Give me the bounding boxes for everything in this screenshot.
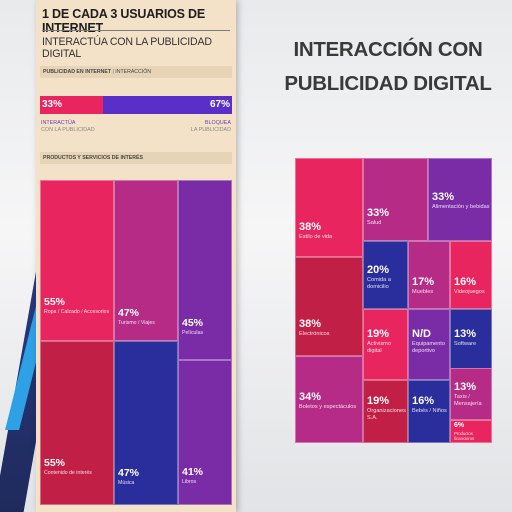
chart-title-line1: INTERACCIÓN CON xyxy=(293,38,483,61)
tile-value: N/D xyxy=(412,328,431,340)
section-header-title: PUBLICIDAD EN INTERNET xyxy=(43,69,112,75)
treemap-tile: 41% Libros xyxy=(178,360,232,505)
treemap-tile: 20% Comida a domicilio xyxy=(363,241,408,309)
tile-value: 45% xyxy=(182,317,204,329)
treemap-tile: 19% Organizaciones S.A. xyxy=(363,380,408,443)
treemap-tile: 34% Boletos y espectáculos xyxy=(295,356,363,443)
tile-label: Turismo / Viajes xyxy=(118,319,155,326)
tile-label: Estilo de vida xyxy=(299,234,333,240)
tile-label: Comida a domicilio xyxy=(367,277,391,290)
tile-value: 38% xyxy=(299,221,322,233)
poster-title: 1 DE CADA 3 USUARIOS DE INTERNET xyxy=(42,7,206,35)
tile-label: Contenido de interés xyxy=(44,469,92,476)
tile-label: Productos financieros xyxy=(454,431,475,442)
tile-label: Salud xyxy=(367,220,382,226)
caption-blocks-line2: LA PUBLICIDAD xyxy=(190,126,231,133)
tile-value: 38% xyxy=(299,318,322,330)
tile-label: Alimentación y bebidas xyxy=(432,204,490,210)
tile-label: Libros xyxy=(182,478,197,485)
section-header-separator: | xyxy=(111,69,116,75)
section-header-products-title: PRODUCTOS Y SERVICIOS DE INTERÉS xyxy=(43,155,143,161)
tile-label: Organizaciones S.A. xyxy=(367,408,406,421)
treemap-tile: 33% Alimentación y bebidas xyxy=(428,158,492,241)
section-header-subtitle: INTERACCIÓN xyxy=(115,69,151,75)
treemap-tile: 38% Electrónicos xyxy=(295,257,363,356)
tile-value: 55% xyxy=(44,296,66,308)
treemap-tile: 19% Activismo digital xyxy=(363,309,408,380)
treemap-tile: 55% Ropa / Calzado / Accesorios xyxy=(40,180,114,341)
infographic-poster: 1 DE CADA 3 USUARIOS DE INTERNET INTERAC… xyxy=(36,0,236,512)
tile-label: Software xyxy=(454,341,477,347)
caption-blocks-line1: BLOQUEA xyxy=(204,120,231,126)
caption-interacts-line1: INTERACTÚA xyxy=(41,120,76,126)
treemap-tile: 55% Contenido de interés xyxy=(40,341,114,505)
tile-label: Ropa / Calzado / Accesorios xyxy=(44,308,110,315)
tile-value: 19% xyxy=(367,328,390,340)
tile-label: Taxis / Mensajería xyxy=(454,394,482,407)
tile-label: Equipamento deportivo xyxy=(412,341,445,354)
poster-subtitle: INTERACTÚA CON LA PUBLICIDAD DIGITAL xyxy=(42,30,232,60)
tile-label: Activismo digital xyxy=(367,341,391,354)
tile-value: 17% xyxy=(412,276,435,288)
tile-value: 16% xyxy=(454,276,477,288)
tile-value: 47% xyxy=(118,307,140,319)
bar-label-interacts: 33% xyxy=(42,99,63,110)
treemap-tile: 6% Productos financieros xyxy=(450,420,492,443)
section-header-products: PRODUCTOS Y SERVICIOS DE INTERÉS xyxy=(40,152,232,164)
tile-label: Muebles xyxy=(412,289,434,295)
treemap-tile: N/D Equipamento deportivo xyxy=(408,309,450,380)
tile-value: 13% xyxy=(454,381,477,393)
tile-value: 55% xyxy=(44,457,66,469)
interest-treemap: 38% Estilo de vida 33% Salud 33% Alimentación… xyxy=(295,158,492,443)
tile-value: 13% xyxy=(454,328,477,340)
tile-value: 33% xyxy=(432,191,455,203)
treemap-tile: 17% Muebles xyxy=(408,241,450,309)
treemap-tile: 13% Taxis / Mensajería xyxy=(450,368,492,420)
treemap-tile: 33% Salud xyxy=(363,158,428,241)
treemap-tile: 45% Películas xyxy=(178,180,232,360)
caption-interacts-line2: CON LA PUBLICIDAD xyxy=(41,126,95,133)
tile-value: 6% xyxy=(454,422,465,429)
tile-label: Electrónicos xyxy=(299,331,330,337)
interaction-split-bar: 33% 67% xyxy=(40,96,232,114)
tile-label: Videojuegos xyxy=(454,289,485,295)
caption-interacts: INTERACTÚA CON LA PUBLICIDAD xyxy=(41,120,95,133)
treemap-tile: 16% Bebés / Niños xyxy=(408,380,450,443)
caption-blocks: BLOQUEA LA PUBLICIDAD xyxy=(191,120,231,133)
chart-title: INTERACCIÓN CON PUBLICIDAD DIGITAL xyxy=(278,33,498,101)
bar-label-blocks: 67% xyxy=(209,99,230,110)
bar-segment-interacts: 33% xyxy=(40,96,104,114)
tile-value: 33% xyxy=(367,207,390,219)
treemap-tile: 38% Estilo de vida xyxy=(295,158,363,257)
treemap-tile: 47% Música xyxy=(114,341,178,505)
tile-value: 34% xyxy=(299,391,322,403)
treemap-tile: 16% Videojuegos xyxy=(450,241,492,309)
poster-treemap: 55% Ropa / Calzado / Accesorios 47% Turismo… xyxy=(40,180,232,505)
section-header-advertising: PUBLICIDAD EN INTERNET | INTERACCIÓN xyxy=(40,66,232,78)
treemap-tile: 47% Turismo / Viajes xyxy=(114,180,178,341)
tile-label: Música xyxy=(118,479,135,486)
tile-value: 19% xyxy=(367,395,390,407)
tile-value: 20% xyxy=(367,264,390,276)
tile-value: 16% xyxy=(412,395,435,407)
tile-label: Películas xyxy=(182,329,204,336)
tile-label: Bebés / Niños xyxy=(412,408,447,414)
tile-value: 41% xyxy=(182,466,204,478)
bar-segment-blocks: 67% xyxy=(103,96,232,114)
chart-title-line2: PUBLICIDAD DIGITAL xyxy=(284,72,492,95)
tile-label: Boletos y espectáculos xyxy=(299,404,357,410)
tile-value: 47% xyxy=(118,467,140,479)
